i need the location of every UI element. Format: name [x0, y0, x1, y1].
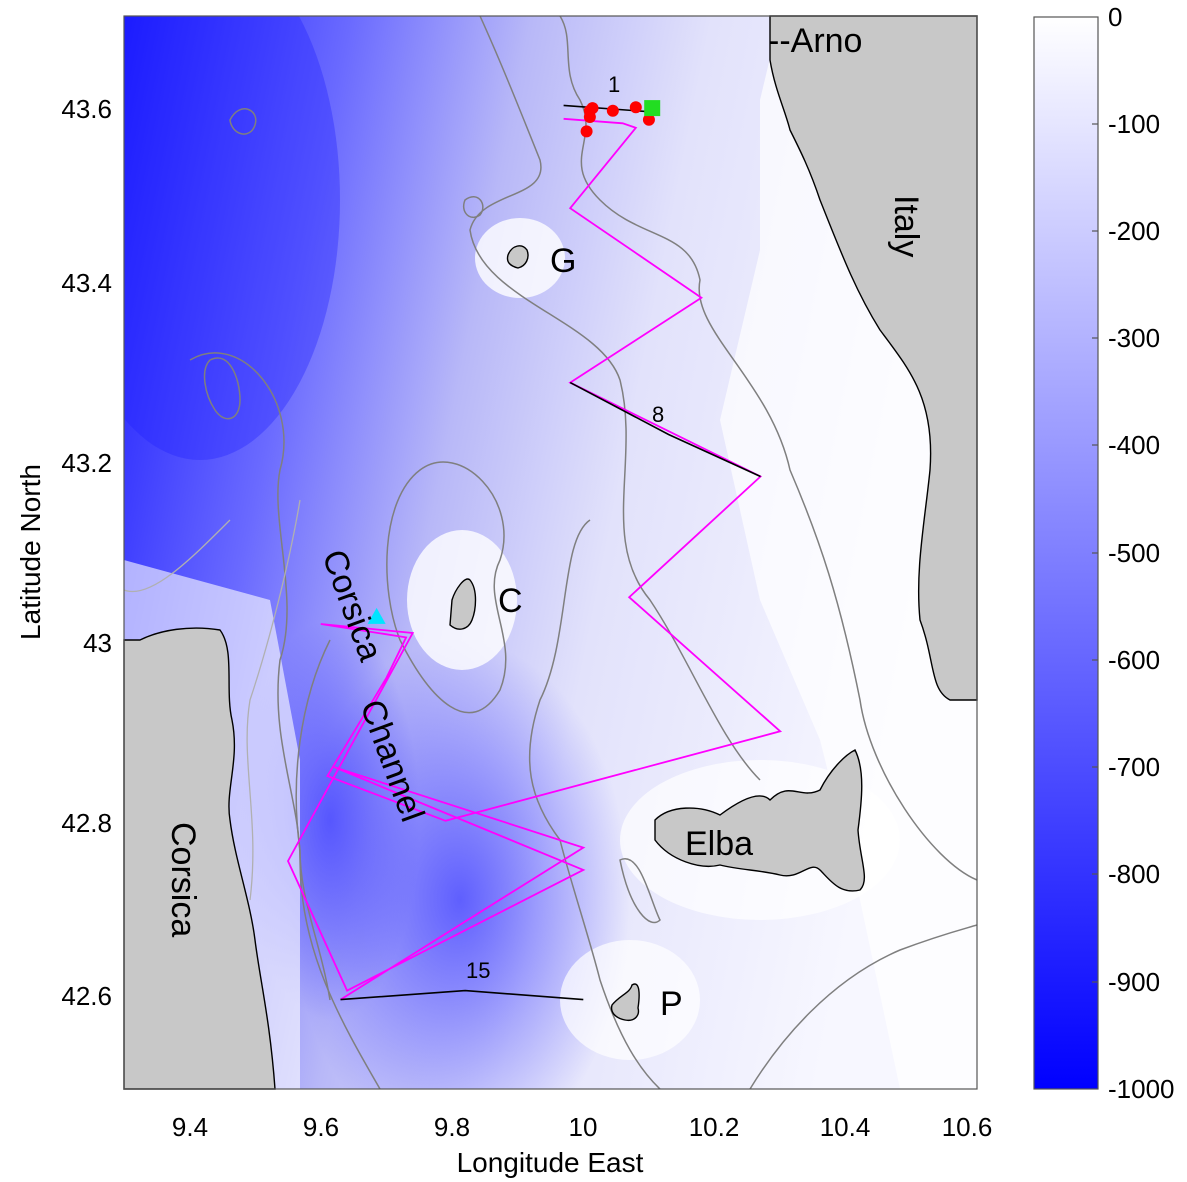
colorbar-tick-label: -600	[1108, 645, 1160, 675]
colorbar-tick-label: -100	[1108, 109, 1160, 139]
italy-label: Italy	[887, 195, 925, 257]
y-tick-label: 42.6	[61, 981, 112, 1011]
green-square-marker	[644, 100, 661, 117]
pianosa-label: P	[660, 985, 683, 1023]
corsica-label: Corsica	[164, 822, 202, 937]
station-point	[580, 125, 593, 138]
track-leg-15	[340, 989, 584, 1001]
capraia-island	[449, 578, 477, 630]
station-point	[642, 113, 655, 126]
y-tick-label: 43.6	[61, 94, 112, 124]
corsica-coast	[123, 627, 276, 1090]
x-tick-label: 10.4	[820, 1112, 871, 1142]
pianosa-island	[610, 983, 640, 1022]
colorbar-tick-label: 0	[1108, 2, 1122, 32]
y-tick-label: 43.4	[61, 268, 112, 298]
elba-label: Elba	[685, 825, 753, 863]
ship-track-layer	[286, 100, 783, 1001]
colorbar-tick-label: -900	[1108, 967, 1160, 997]
y-axis-label: Latitude North	[15, 464, 46, 640]
colorbar: 0 -100 -200 -300 -400 -500 -600 -700 -80…	[1033, 2, 1175, 1104]
x-tick-label: 10.2	[689, 1112, 740, 1142]
x-tick-label: 10.6	[942, 1112, 993, 1142]
station-point	[583, 111, 596, 124]
y-axis: 42.6 42.8 43 43.2 43.4 43.6 Latitude Nor…	[15, 94, 112, 1011]
capraia-label: C	[498, 582, 523, 620]
plot-frame	[123, 15, 978, 1090]
arno-label: --Arno	[768, 22, 862, 60]
colorbar-tick-label: -700	[1108, 752, 1160, 782]
gorgona-island	[506, 245, 529, 269]
y-tick-label: 43	[83, 628, 112, 658]
colorbar-tick-label: -300	[1108, 323, 1160, 353]
x-axis: 9.4 9.6 9.8 10 10.2 10.4 10.6 Longitude …	[172, 1112, 992, 1178]
gorgona-label: G	[550, 242, 576, 280]
elba-island	[654, 749, 866, 892]
station-point	[606, 104, 619, 117]
x-tick-label: 9.4	[172, 1112, 208, 1142]
x-tick-label: 9.6	[303, 1112, 339, 1142]
colorbar-tick-label: -800	[1108, 859, 1160, 889]
leg1-label: 1	[608, 72, 620, 97]
colorbar-gradient	[1033, 16, 1099, 1090]
x-axis-label: Longitude East	[457, 1147, 644, 1178]
x-tick-label: 9.8	[434, 1112, 470, 1142]
station-point	[629, 101, 642, 114]
cyan-triangle-marker	[367, 607, 386, 624]
colorbar-tick-label: -200	[1108, 216, 1160, 246]
track-leg-8	[569, 381, 761, 478]
italy-coast	[769, 15, 978, 701]
x-tick-label: 10	[569, 1112, 598, 1142]
colorbar-tick-label: -500	[1108, 538, 1160, 568]
leg8-label: 8	[652, 402, 664, 427]
depth-contours	[189, 16, 977, 1089]
colorbar-tick-label: -1000	[1108, 1074, 1175, 1104]
y-tick-label: 43.2	[61, 448, 112, 478]
y-tick-label: 42.8	[61, 808, 112, 838]
ship-track	[286, 117, 783, 1001]
leg15-label: 15	[466, 958, 490, 983]
colorbar-tick-label: -400	[1108, 430, 1160, 460]
land-masses	[123, 15, 978, 1090]
